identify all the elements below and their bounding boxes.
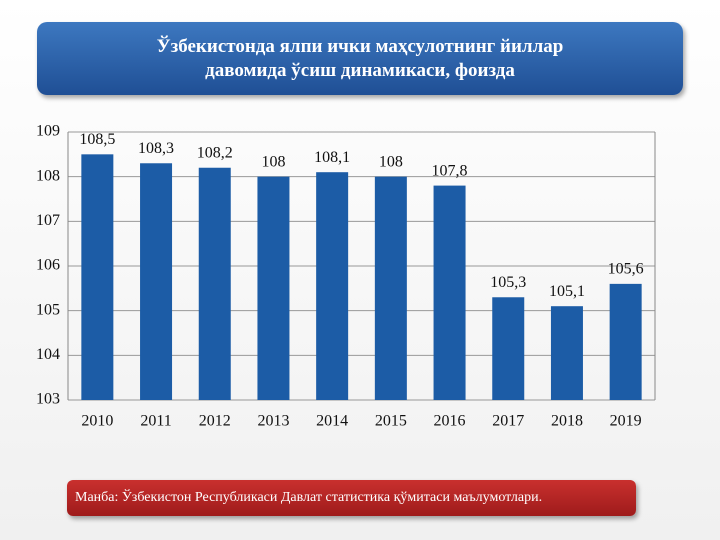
- x-tick-label: 2010: [81, 413, 113, 430]
- chart: 103 104 105 106 107 108 109 2010 108,5 2011 108,3 2…: [36, 123, 656, 430]
- value-label: 107,8: [432, 162, 468, 179]
- x-tick-label: 2012: [199, 413, 231, 430]
- x-tick-label: 2014: [316, 413, 348, 430]
- value-label: 105,3: [490, 274, 526, 291]
- x-tick-label: 2011: [140, 413, 171, 430]
- value-label: 108,2: [197, 144, 233, 161]
- bar: [374, 176, 407, 400]
- y-tick-label: 108: [36, 167, 60, 184]
- bar: [492, 297, 525, 400]
- x-tick-label: 2016: [434, 413, 466, 430]
- bar: [433, 185, 466, 400]
- bar: [550, 306, 583, 400]
- value-label: 105,1: [549, 283, 585, 300]
- x-tick-label: 2019: [610, 413, 642, 430]
- bar: [316, 172, 349, 400]
- bar: [140, 163, 173, 400]
- source-box: Манба: Ўзбекистон Республикаси Давлат ст…: [67, 480, 636, 516]
- x-tick-label: 2013: [257, 413, 289, 430]
- x-tick-label: 2018: [551, 413, 583, 430]
- x-tick-label: 2015: [375, 413, 407, 430]
- source-note: Манба: Ўзбекистон Республикаси Давлат ст…: [75, 490, 543, 505]
- value-label: 108: [261, 153, 285, 170]
- value-label: 108: [379, 153, 403, 170]
- y-tick-label: 107: [36, 212, 60, 229]
- value-label: 108,1: [314, 149, 350, 166]
- bar: [81, 154, 114, 400]
- y-tick-label: 106: [36, 257, 60, 274]
- value-label: 108,3: [138, 140, 174, 157]
- value-label: 108,5: [79, 131, 115, 148]
- x-tick-label: 2017: [492, 413, 524, 430]
- chart-title: Ўзбекистонда ялпи ички маҳсулотнинг йилл…: [156, 35, 564, 81]
- y-tick-label: 109: [36, 123, 60, 140]
- y-tick-label: 104: [36, 346, 60, 363]
- title-box: Ўзбекистонда ялпи ички маҳсулотнинг йилл…: [37, 22, 683, 95]
- value-label: 105,6: [608, 261, 644, 278]
- bar: [198, 167, 231, 400]
- y-tick-label: 103: [36, 391, 60, 408]
- bar: [609, 283, 642, 400]
- bar: [257, 176, 290, 400]
- y-tick-label: 105: [36, 301, 60, 318]
